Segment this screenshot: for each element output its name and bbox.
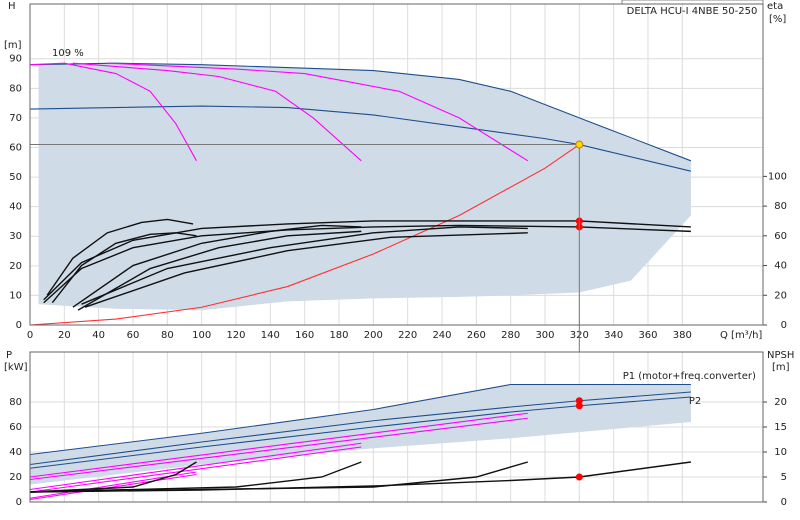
y-tick-label: 20 <box>9 472 22 483</box>
y2-tick-label: 100 <box>768 171 787 182</box>
y2-tick-label: 0 <box>781 497 787 508</box>
plot-frame <box>29 3 764 326</box>
y-tick-label: 10 <box>9 290 22 301</box>
curve <box>29 461 529 493</box>
series-label: P1 (motor+freq.converter) <box>623 371 756 382</box>
y-tick-label: 80 <box>9 83 22 94</box>
duty-point <box>575 140 584 149</box>
y2-tick-label: 10 <box>774 447 787 458</box>
y2-tick-label: 20 <box>774 397 787 408</box>
y2-axis-label: eta <box>767 1 783 12</box>
y-tick-label: 90 <box>9 54 22 65</box>
y-tick-label: 0 <box>16 497 22 508</box>
y2-axis-unit: [m] <box>772 362 790 373</box>
y2-axis-unit: [%] <box>769 14 786 25</box>
y2-tick-label: 0 <box>781 320 787 331</box>
curve <box>81 226 528 305</box>
x-tick-label: 300 <box>535 330 554 341</box>
y-tick-label: 40 <box>9 202 22 213</box>
y-axis-label: P <box>6 350 12 361</box>
x-tick-label: 0 <box>27 330 33 341</box>
x-tick-label: 140 <box>261 330 280 341</box>
curve <box>29 62 692 162</box>
x-axis-label: Q [m³/h] <box>720 330 762 341</box>
x-tick-label: 360 <box>638 330 657 341</box>
x-tick-label: 20 <box>58 330 71 341</box>
x-tick-label: 340 <box>604 330 623 341</box>
duty-point <box>575 397 583 405</box>
y2-tick-label: 15 <box>774 422 787 433</box>
y-axis-unit: [kW] <box>4 362 28 373</box>
curve <box>84 232 528 308</box>
x-tick-label: 240 <box>432 330 451 341</box>
x-tick-label: 80 <box>161 330 174 341</box>
y2-tick-label: 80 <box>774 201 787 212</box>
curve <box>72 62 362 162</box>
x-tick-label: 180 <box>329 330 348 341</box>
x-tick-label: 260 <box>467 330 486 341</box>
y2-tick-label: 40 <box>774 261 787 272</box>
duty-point <box>575 473 583 481</box>
annotation: 109 % <box>52 48 84 59</box>
y2-tick-label: 5 <box>781 472 787 483</box>
x-tick-label: 100 <box>192 330 211 341</box>
chart-title: DELTA HCU-I 4NBE 50-250 <box>627 6 758 17</box>
curve <box>29 105 692 172</box>
curve <box>29 442 362 491</box>
y-tick-label: 60 <box>9 422 22 433</box>
y-tick-label: 80 <box>9 397 22 408</box>
y2-tick-label: 20 <box>774 290 787 301</box>
curve <box>29 461 197 493</box>
y-tick-label: 20 <box>9 261 22 272</box>
x-tick-label: 280 <box>501 330 520 341</box>
plot-frame <box>29 351 764 503</box>
curve <box>29 391 691 466</box>
y-tick-label: 0 <box>16 320 22 331</box>
y-tick-label: 70 <box>9 113 22 124</box>
curve <box>77 230 362 311</box>
x-tick-label: 200 <box>364 330 383 341</box>
y2-axis-label: NPSH <box>767 350 794 361</box>
curve <box>29 62 197 162</box>
curve <box>29 461 362 493</box>
x-tick-label: 60 <box>127 330 140 341</box>
y2-tick-label: 60 <box>774 231 787 242</box>
x-tick-label: 120 <box>226 330 245 341</box>
y-tick-label: 50 <box>9 172 22 183</box>
x-tick-label: 160 <box>295 330 314 341</box>
y-tick-label: 30 <box>9 231 22 242</box>
curve <box>107 62 529 162</box>
curve <box>29 417 528 481</box>
curve <box>29 383 691 456</box>
x-tick-label: 380 <box>673 330 692 341</box>
duty-point <box>575 402 583 410</box>
series-label: P2 <box>689 396 701 407</box>
curve <box>72 224 362 308</box>
y-axis-label: H <box>8 1 16 12</box>
curve <box>29 473 197 501</box>
y-tick-label: 40 <box>9 447 22 458</box>
curve <box>51 232 197 304</box>
curve <box>29 446 362 493</box>
curve <box>29 396 691 469</box>
x-tick-label: 220 <box>398 330 417 341</box>
x-tick-label: 40 <box>92 330 105 341</box>
operating-range <box>38 63 691 311</box>
curve <box>46 218 194 296</box>
curve <box>29 412 528 478</box>
y-axis-unit: [m] <box>4 40 22 51</box>
y-tick-label: 60 <box>9 142 22 153</box>
curve <box>29 144 580 326</box>
